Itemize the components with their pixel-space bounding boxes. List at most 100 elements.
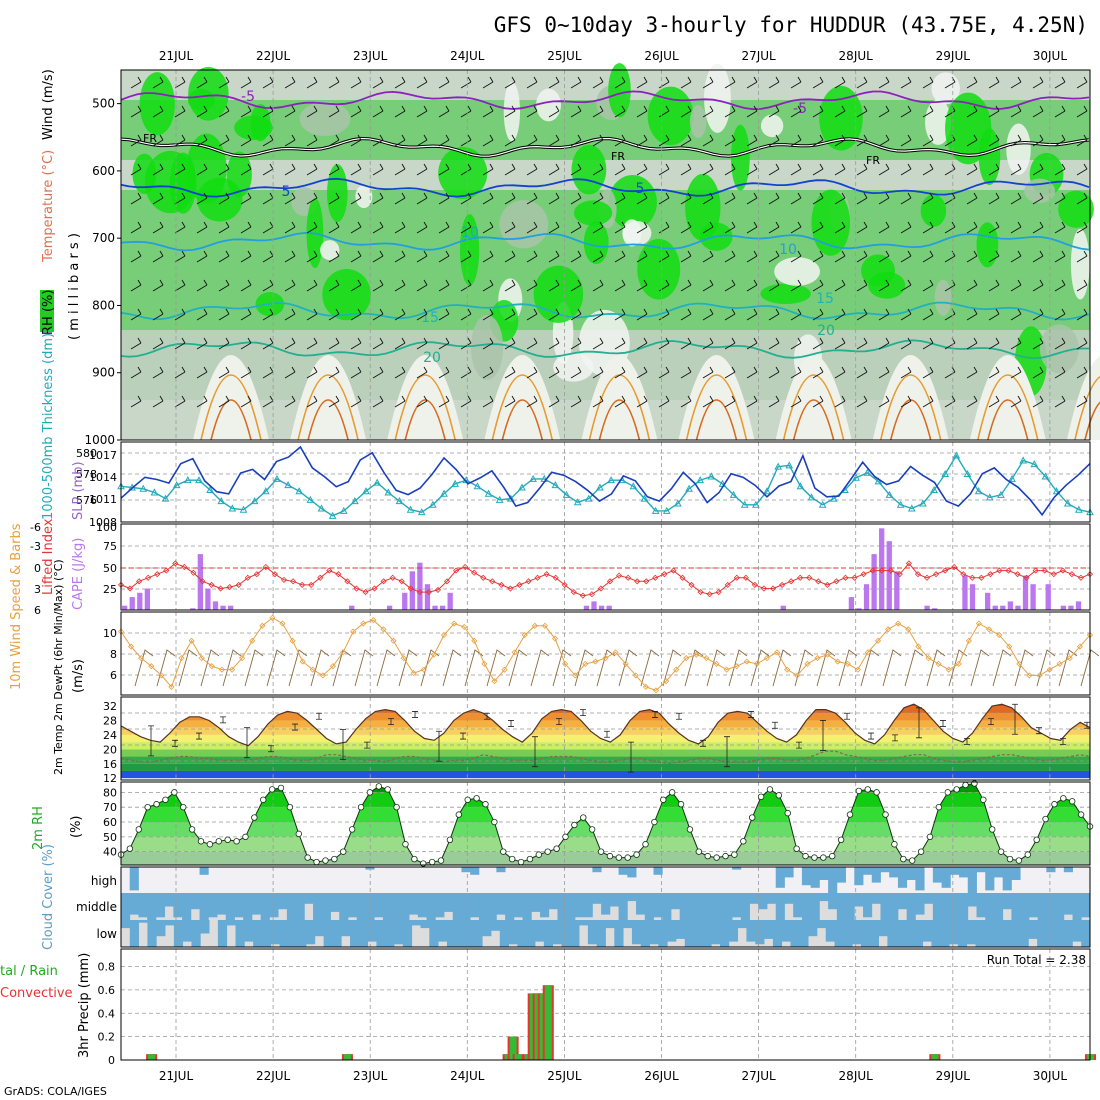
wind-barb bbox=[284, 134, 296, 147]
surface-wind-barb bbox=[640, 649, 660, 687]
wind-barb bbox=[966, 366, 978, 379]
rh-blob bbox=[139, 72, 175, 136]
thickness-point bbox=[206, 485, 214, 493]
wind-barb bbox=[812, 76, 824, 89]
wind-barb bbox=[306, 221, 318, 234]
wind-barb bbox=[416, 279, 428, 292]
wind-barb bbox=[570, 134, 582, 147]
wind-barb bbox=[196, 192, 208, 205]
minmax-whisker bbox=[556, 718, 562, 726]
cape-bar bbox=[349, 605, 355, 610]
wind-barb bbox=[328, 192, 340, 205]
thickness-point bbox=[529, 474, 537, 482]
upper-ylabel: RH (%) Temperature (°C) Wind (m/s) ( m i… bbox=[40, 69, 82, 340]
wind-barb bbox=[966, 395, 978, 408]
boundary-layer-dome bbox=[969, 355, 1046, 440]
lifted-index-point bbox=[842, 574, 849, 581]
cloud-bar bbox=[810, 893, 820, 920]
lifted-index-point bbox=[643, 578, 650, 585]
cloud-bar bbox=[863, 867, 873, 875]
wind-speed-point bbox=[259, 622, 266, 629]
cloud-bar bbox=[737, 920, 747, 929]
wind-barb bbox=[856, 308, 868, 321]
bottom-date-label: 21JUL bbox=[159, 1069, 194, 1083]
wind-speed-point bbox=[1046, 666, 1053, 673]
minmax-whisker bbox=[868, 732, 874, 740]
cloud-bar bbox=[155, 893, 166, 918]
wind-barb bbox=[988, 395, 1000, 408]
rh-point bbox=[340, 848, 347, 855]
wind-barb bbox=[614, 279, 626, 292]
wind-barb bbox=[658, 250, 670, 263]
wind-barb bbox=[328, 279, 340, 292]
thickness-point bbox=[919, 499, 927, 507]
rh-blob bbox=[536, 88, 562, 122]
surface-wind-barb bbox=[1058, 649, 1078, 687]
rh-point bbox=[900, 855, 907, 863]
wind-barb bbox=[438, 221, 450, 234]
rh-blob bbox=[499, 200, 549, 249]
wind-barb bbox=[372, 366, 384, 379]
cloud-bar bbox=[330, 893, 340, 912]
wind-barb bbox=[922, 279, 934, 292]
lifted-index-point bbox=[489, 578, 496, 585]
cloud-bar bbox=[295, 893, 305, 920]
rh-point bbox=[544, 848, 551, 855]
lifted-index-point bbox=[217, 585, 224, 592]
cloud-bar bbox=[609, 893, 619, 907]
wind-barb bbox=[394, 105, 406, 118]
thickness-point bbox=[941, 469, 950, 477]
cape-ytick: 100 bbox=[96, 521, 117, 534]
contour-label-minus5: -5 bbox=[241, 89, 255, 105]
lifted-index-point bbox=[588, 591, 595, 598]
bottom-date-label: 25JUL bbox=[547, 1069, 582, 1083]
wind-barb bbox=[130, 134, 142, 147]
wind-barb bbox=[526, 163, 538, 176]
rh-blob bbox=[945, 92, 992, 165]
wind-barb bbox=[746, 192, 758, 205]
wind-barb bbox=[1010, 105, 1022, 118]
wind-barb bbox=[988, 134, 1000, 147]
lifted-index-point bbox=[679, 574, 686, 581]
wind-barb bbox=[592, 134, 604, 147]
rh-ytick: 50 bbox=[103, 831, 117, 844]
rh-blob bbox=[608, 175, 657, 230]
cape-bar bbox=[424, 584, 431, 610]
wind-speed-point bbox=[874, 637, 882, 644]
isotherm-30 bbox=[598, 399, 641, 441]
wind-barb bbox=[856, 134, 868, 147]
rh-point bbox=[393, 803, 400, 811]
cloud-bar bbox=[627, 893, 637, 902]
wind-barb bbox=[834, 308, 846, 321]
lifted-index-point bbox=[797, 574, 804, 581]
wind-barb bbox=[526, 105, 538, 118]
cape-bar bbox=[144, 588, 151, 610]
cloud-bar bbox=[543, 920, 554, 947]
thickness-point bbox=[328, 511, 337, 519]
wind-barb bbox=[614, 250, 626, 263]
wind-barb bbox=[966, 308, 978, 321]
cloud-bar bbox=[278, 893, 288, 910]
cloud-bar bbox=[490, 920, 501, 931]
cloud-bar bbox=[967, 893, 977, 907]
rh-blob bbox=[819, 85, 863, 151]
wind-barb bbox=[658, 308, 670, 321]
wind-barb bbox=[702, 192, 714, 205]
cloud-bar bbox=[147, 893, 157, 920]
thickness-point bbox=[752, 500, 760, 508]
wind-speed-point bbox=[622, 660, 629, 667]
wind-barb bbox=[680, 279, 692, 292]
wind-barb bbox=[724, 192, 736, 205]
rh-point bbox=[891, 841, 898, 848]
li-ytick: 6 bbox=[34, 604, 41, 617]
lifted-index-point bbox=[570, 589, 577, 596]
temp-ytick: 12 bbox=[103, 772, 117, 785]
wind-barb bbox=[174, 192, 186, 205]
wind-barb bbox=[856, 221, 868, 234]
rh-point bbox=[695, 848, 703, 855]
wind-barb bbox=[504, 134, 516, 147]
rh-point bbox=[224, 836, 231, 844]
cloud-bar bbox=[297, 920, 307, 947]
